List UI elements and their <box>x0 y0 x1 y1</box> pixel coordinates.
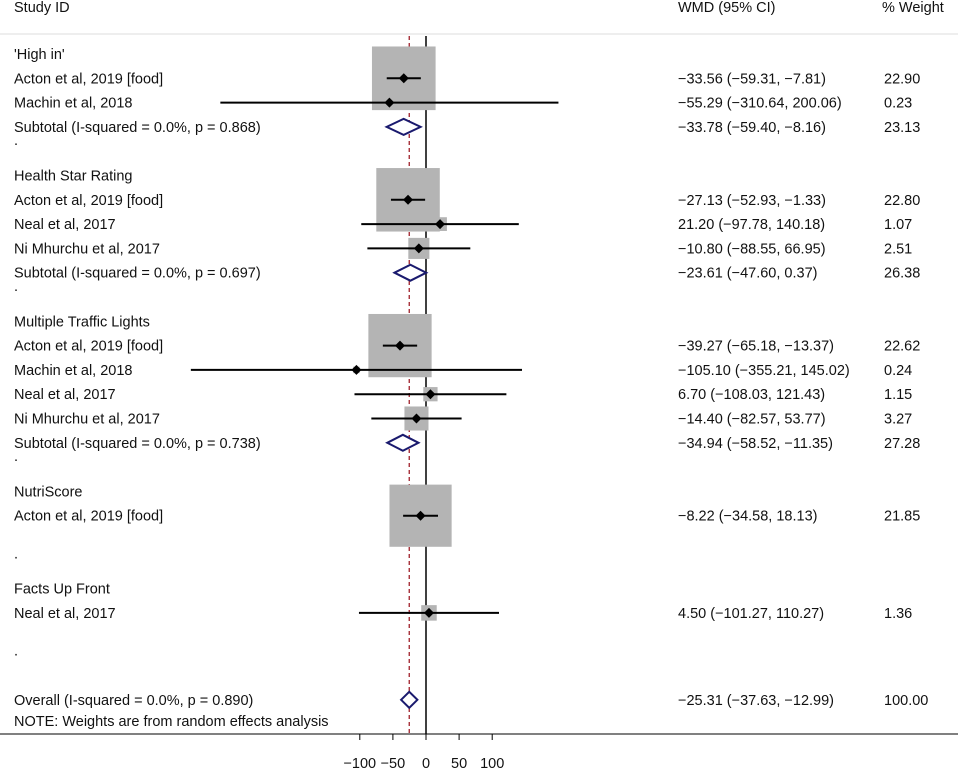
study-ci: 6.70 (−108.03, 121.43) <box>678 387 825 403</box>
point-estimate <box>384 97 395 108</box>
point-estimate <box>403 194 414 205</box>
point-estimate <box>351 364 362 375</box>
axis-tick-label: 100 <box>480 756 504 769</box>
study-label: Machin et al, 2018 <box>14 96 133 112</box>
row-separator: . <box>14 449 18 465</box>
study-ci: −39.27 (−65.18, −13.37) <box>678 339 834 355</box>
study-ci: −27.13 (−52.93, −1.33) <box>678 193 826 209</box>
study-label: Neal et al, 2017 <box>14 387 116 403</box>
subtotal-diamond <box>384 117 423 137</box>
point-estimate <box>425 389 436 400</box>
row-separator: . <box>14 644 18 660</box>
weights-note: NOTE: Weights are from random effects an… <box>14 714 329 730</box>
study-label: Acton et al, 2019 [food] <box>14 339 163 355</box>
subtotal-weight: 26.38 <box>884 266 920 282</box>
row-separator: . <box>14 133 18 149</box>
point-estimate <box>423 607 434 618</box>
subtotal-ci: −34.94 (−58.52, −11.35) <box>678 436 833 452</box>
study-label: Ni Mhurchu et al, 2017 <box>14 241 160 257</box>
axis-tick-label: −100 <box>343 756 376 769</box>
subtotal-label: Subtotal (I-squared = 0.0%, p = 0.697) <box>14 266 261 282</box>
group-heading: 'High in' <box>14 47 65 63</box>
study-weight: 22.80 <box>884 193 920 209</box>
study-ci: −55.29 (−310.64, 200.06) <box>678 96 842 112</box>
axis-tick-label: −50 <box>381 756 406 769</box>
study-label: Neal et al, 2017 <box>14 217 116 233</box>
study-weight: 0.23 <box>884 96 912 112</box>
point-estimate <box>395 340 406 351</box>
study-weight: 1.36 <box>884 606 912 622</box>
x-axis: −100 −50 0 50 100 <box>0 733 958 769</box>
subtotal-diamond <box>385 433 421 452</box>
subtotal-weight: 27.28 <box>884 436 920 452</box>
row-separator: . <box>14 546 18 562</box>
group-heading: Health Star Rating <box>14 169 132 185</box>
overall-ci: −25.31 (−37.63, −12.99) <box>678 693 834 709</box>
study-label: Ni Mhurchu et al, 2017 <box>14 412 160 428</box>
study-ci: −14.40 (−82.57, 53.77) <box>678 412 826 428</box>
study-weight: 22.90 <box>884 71 920 87</box>
study-ci: −33.56 (−59.31, −7.81) <box>678 71 826 87</box>
study-ci: 21.20 (−97.78, 140.18) <box>678 217 825 233</box>
point-estimate <box>415 510 426 521</box>
subtotal-diamond <box>392 263 429 282</box>
subtotal-weight: 23.13 <box>884 120 920 136</box>
overall-label: Overall (I-squared = 0.0%, p = 0.890) <box>14 693 253 709</box>
study-label: Acton et al, 2019 [food] <box>14 509 163 525</box>
study-label: Machin et al, 2018 <box>14 363 133 379</box>
study-weight: 1.07 <box>884 217 912 233</box>
axis-tick-label: 50 <box>451 756 467 769</box>
point-estimate <box>398 73 409 84</box>
study-ci: −10.80 (−88.55, 66.95) <box>678 241 826 257</box>
group-heading: NutriScore <box>14 484 83 500</box>
study-label: Neal et al, 2017 <box>14 606 116 622</box>
study-weight: 0.24 <box>884 363 912 379</box>
study-weight: 3.27 <box>884 412 912 428</box>
axis-tick-label: 0 <box>422 756 430 769</box>
plot-rows: 'High in' Acton et al, 2019 [food] −33.56 … <box>14 47 928 730</box>
point-estimate <box>435 219 446 230</box>
column-header: Study ID WMD (95% CI) % Weight <box>14 0 944 16</box>
group-heading: Multiple Traffic Lights <box>14 314 150 330</box>
study-ci: 4.50 (−101.27, 110.27) <box>678 606 824 622</box>
subtotal-ci: −23.61 (−47.60, 0.37) <box>678 266 817 282</box>
study-label: Acton et al, 2019 [food] <box>14 193 163 209</box>
subtotal-ci: −33.78 (−59.40, −8.16) <box>678 120 826 136</box>
header-wmd: WMD (95% CI) <box>678 0 775 16</box>
point-estimate <box>411 413 422 424</box>
overall-weight: 100.00 <box>884 693 928 709</box>
point-estimate <box>413 243 424 254</box>
study-weight: 22.62 <box>884 339 920 355</box>
row-separator: . <box>14 279 18 295</box>
header-weight: % Weight <box>882 0 944 16</box>
group-heading: Facts Up Front <box>14 582 110 598</box>
study-weight: 21.85 <box>884 509 920 525</box>
subtotal-label: Subtotal (I-squared = 0.0%, p = 0.868) <box>14 120 261 136</box>
study-ci: −8.22 (−34.58, 18.13) <box>678 509 817 525</box>
subtotal-label: Subtotal (I-squared = 0.0%, p = 0.738) <box>14 436 261 452</box>
study-label: Acton et al, 2019 [food] <box>14 71 163 87</box>
study-weight: 1.15 <box>884 387 912 403</box>
study-ci: −105.10 (−355.21, 145.02) <box>678 363 850 379</box>
plot-marks <box>190 36 559 734</box>
overall-diamond <box>399 690 419 710</box>
study-weight: 2.51 <box>884 241 912 257</box>
header-study-id: Study ID <box>14 0 70 16</box>
